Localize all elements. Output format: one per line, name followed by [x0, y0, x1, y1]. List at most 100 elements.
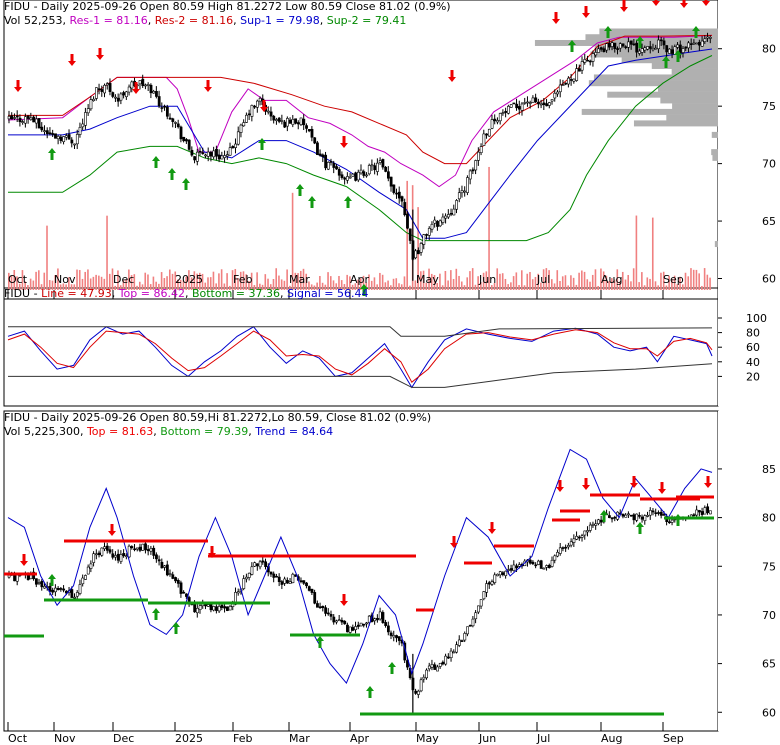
x-tick-label-3: Dec [113, 732, 134, 745]
buy-arrow-1 [674, 50, 682, 62]
candle-body [185, 139, 188, 142]
candle-body [266, 110, 270, 113]
candle-body [537, 560, 540, 565]
candle-body [70, 589, 74, 598]
volume-bar [687, 276, 690, 290]
candle-body [318, 606, 322, 609]
candle-body [646, 46, 650, 50]
candle-body [204, 154, 207, 157]
candle-body [318, 153, 322, 156]
candle-body [179, 126, 183, 140]
volume-bar [174, 271, 177, 290]
volume-bar [701, 285, 703, 290]
x-tick-label-3: Oct [8, 732, 28, 745]
candle-body [114, 555, 117, 558]
candle-body [662, 40, 666, 46]
candle-body [599, 519, 603, 523]
candle-body [406, 213, 409, 229]
volume-bar [450, 270, 452, 290]
candle-body [206, 151, 210, 157]
candle-body [157, 559, 161, 562]
volume-bar [280, 279, 283, 290]
candle-body [406, 660, 409, 668]
candle-body [122, 553, 126, 557]
candle-body [678, 44, 682, 54]
volume-profile-bar [534, 39, 760, 46]
volume-bar [692, 269, 695, 290]
candle-body [698, 41, 701, 46]
volume-bar [463, 285, 466, 290]
candle-body [7, 116, 11, 120]
candle-body [687, 42, 690, 49]
volume-bar [594, 269, 597, 290]
candle-body [51, 589, 55, 593]
candle-body [51, 133, 55, 135]
candle-body [56, 588, 60, 591]
candle-body [179, 582, 183, 594]
panel1-legend: Vol 52,253, Res-1 = 81.16, Res-2 = 81.16… [4, 14, 407, 27]
candle-body [204, 604, 207, 607]
candle-body [217, 606, 221, 612]
candle-body [100, 547, 104, 556]
candle-body [613, 42, 617, 50]
x-tick-label-3: May [416, 732, 439, 745]
candle-body [127, 86, 131, 93]
candle-body [528, 102, 532, 104]
candle-body [335, 166, 338, 170]
candle-body [460, 190, 464, 194]
volume-bar [581, 270, 583, 290]
candle-body [542, 567, 546, 570]
candle-body [558, 84, 562, 93]
trend-line [7, 448, 713, 685]
volume-bar [327, 272, 329, 290]
volume-bar [78, 270, 81, 290]
volume-bar [392, 278, 395, 290]
candle-body [182, 591, 186, 594]
volume-bar [482, 272, 485, 290]
candle-body [165, 564, 169, 576]
volume-bar [529, 272, 531, 290]
candle-body [130, 546, 134, 549]
x-tick-label-1: Aug [601, 273, 622, 286]
volume-bar [387, 280, 389, 290]
candle-body [62, 588, 66, 591]
candle-body [195, 151, 199, 162]
candle-body [340, 174, 344, 178]
candle-body [668, 521, 671, 524]
candle-body [618, 43, 622, 49]
volume-bar [70, 284, 73, 290]
volume-bar [698, 273, 700, 290]
candle-body [73, 143, 76, 146]
candle-body [468, 170, 472, 180]
candle-body [187, 139, 191, 150]
volume-bar [218, 273, 220, 290]
candle-body [299, 117, 303, 125]
candle-body [59, 136, 63, 141]
volume-bar [319, 275, 321, 290]
candle-body [242, 578, 246, 589]
candle-body [321, 605, 325, 609]
volume-bar [343, 284, 346, 290]
candle-body [569, 79, 573, 81]
candle-body [81, 577, 85, 585]
candle-body [414, 690, 418, 694]
candle-body [627, 513, 630, 516]
candle-body [346, 624, 349, 633]
buy-arrow-1 [662, 56, 670, 68]
candle-body [531, 561, 535, 565]
candle-body [512, 564, 516, 571]
buy-arrow-1 [568, 40, 576, 52]
panel2-line-label: Line = 47.93 [41, 287, 112, 300]
candle-body [689, 43, 693, 45]
sell-arrow-3 [450, 536, 458, 548]
candle-body [307, 586, 311, 591]
candle-body [37, 118, 41, 129]
candle-body [13, 117, 16, 119]
candle-body [668, 48, 671, 54]
sell-arrow-3 [704, 476, 712, 488]
candle-body [534, 97, 538, 103]
candle-body [539, 103, 543, 106]
volume-bar [155, 281, 157, 290]
panel3-frame [3, 410, 719, 732]
buy-arrow-1 [48, 148, 56, 160]
